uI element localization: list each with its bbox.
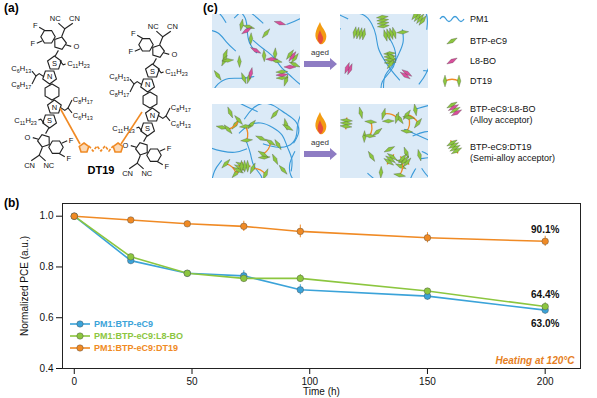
svg-text:CN: CN <box>24 161 35 170</box>
svg-text:S: S <box>150 67 155 76</box>
svg-text:Normalized PCE (a.u.): Normalized PCE (a.u.) <box>19 236 30 336</box>
svg-text:100: 100 <box>301 375 319 387</box>
svg-text:F: F <box>33 21 38 30</box>
svg-text:NC: NC <box>141 169 152 178</box>
svg-text:1.0: 1.0 <box>40 210 54 221</box>
svg-text:NC: NC <box>43 161 54 170</box>
svg-text:N: N <box>145 80 150 89</box>
svg-text:BTP-eC9:DT19: BTP-eC9:DT19 <box>470 142 532 152</box>
svg-text:CN: CN <box>167 22 178 31</box>
svg-text:Time (h): Time (h) <box>303 386 340 397</box>
svg-text:S: S <box>52 59 57 68</box>
svg-text:(Alloy acceptor): (Alloy acceptor) <box>470 115 533 125</box>
svg-text:aged: aged <box>311 48 329 57</box>
svg-text:0.4: 0.4 <box>40 363 54 374</box>
svg-text:O: O <box>123 141 129 150</box>
svg-text:PM1: PM1 <box>470 14 489 24</box>
svg-text:0.8: 0.8 <box>40 261 54 272</box>
svg-text:F: F <box>31 39 36 48</box>
svg-text:C11H23: C11H23 <box>165 67 187 77</box>
svg-text:NC: NC <box>148 22 159 31</box>
svg-text:N: N <box>52 103 57 112</box>
svg-text:DT19: DT19 <box>88 164 115 176</box>
svg-text:BTP-eC9:L8-BO: BTP-eC9:L8-BO <box>470 104 536 114</box>
svg-text:0: 0 <box>71 376 77 387</box>
svg-text:150: 150 <box>419 376 436 387</box>
svg-text:F: F <box>167 144 172 153</box>
svg-text:C11H23: C11H23 <box>67 59 89 69</box>
svg-text:S: S <box>145 124 150 133</box>
svg-text:(c): (c) <box>203 1 218 15</box>
svg-text:90.1%: 90.1% <box>531 224 559 235</box>
svg-text:N: N <box>47 72 52 81</box>
svg-text:Heating at 120°C: Heating at 120°C <box>495 355 575 366</box>
svg-text:F: F <box>69 136 74 145</box>
svg-text:0.6: 0.6 <box>40 312 54 323</box>
svg-text:C8H17: C8H17 <box>171 103 191 113</box>
svg-text:CN: CN <box>69 14 80 23</box>
svg-text:50: 50 <box>186 376 198 387</box>
svg-text:O: O <box>25 133 31 142</box>
svg-text:N: N <box>150 111 155 120</box>
svg-text:C11H23: C11H23 <box>14 116 36 126</box>
svg-text:(Semi-alloy acceptor): (Semi-alloy acceptor) <box>470 153 555 163</box>
svg-text:C11H23: C11H23 <box>112 124 135 135</box>
svg-text:L8-BO: L8-BO <box>470 56 496 66</box>
html-text:(b): (b) <box>4 196 20 210</box>
svg-text:BTP-eC9: BTP-eC9 <box>470 36 507 46</box>
svg-text:F: F <box>129 47 134 56</box>
svg-text:O: O <box>74 42 80 51</box>
svg-text:C6H13: C6H13 <box>171 119 191 129</box>
svg-text:(a): (a) <box>4 1 19 15</box>
svg-text:C6H13: C6H13 <box>73 111 93 121</box>
svg-text:O: O <box>172 50 178 59</box>
html-text:PM1:BTP-eC9:L8-BO: PM1:BTP-eC9:L8-BO <box>94 331 183 341</box>
svg-text:C8H17: C8H17 <box>73 95 93 105</box>
html-text:PM1:BTP-eC9:DT19: PM1:BTP-eC9:DT19 <box>94 343 178 353</box>
svg-text:200: 200 <box>537 376 554 387</box>
svg-text:64.4%: 64.4% <box>531 289 559 300</box>
svg-text:F: F <box>131 29 136 38</box>
svg-text:F: F <box>66 154 71 163</box>
svg-text:C8H17: C8H17 <box>109 88 129 98</box>
svg-text:63.0%: 63.0% <box>531 318 559 329</box>
svg-text:DT19: DT19 <box>470 76 492 86</box>
html-text:PM1:BTP-eC9: PM1:BTP-eC9 <box>94 319 153 329</box>
svg-text:CN: CN <box>122 169 133 178</box>
svg-text:S: S <box>47 116 52 125</box>
svg-text:aged: aged <box>311 138 329 147</box>
svg-text:F: F <box>164 162 169 171</box>
svg-text:C8H17: C8H17 <box>11 80 31 90</box>
svg-text:NC: NC <box>50 14 61 23</box>
svg-text:C6H13: C6H13 <box>11 64 31 74</box>
svg-text:C6H13: C6H13 <box>109 72 129 82</box>
